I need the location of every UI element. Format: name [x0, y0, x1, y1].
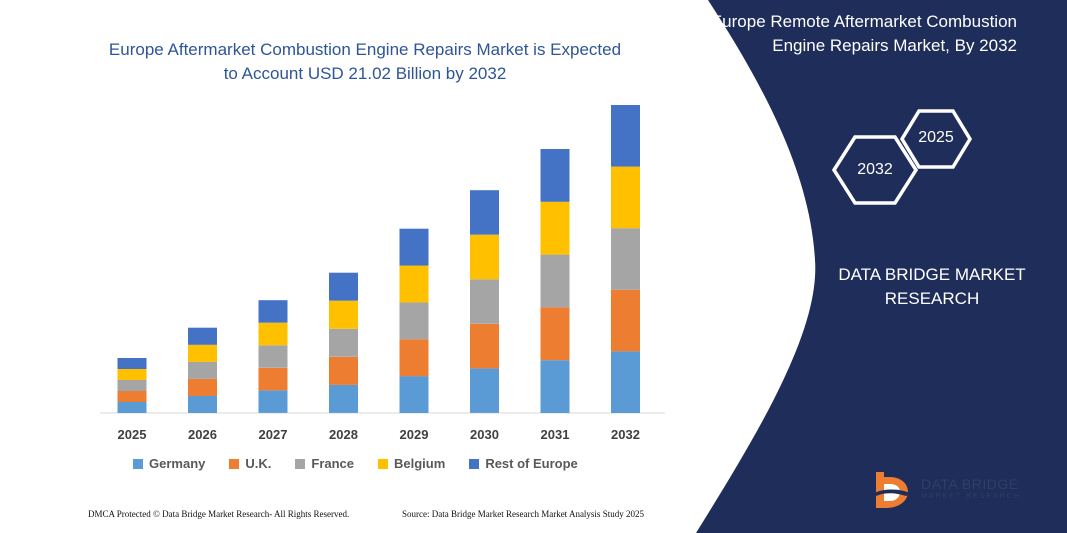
- bar-segment-2032-u-k-: [611, 289, 640, 352]
- legend-swatch: [295, 458, 306, 469]
- x-tick-label: 2026: [188, 427, 217, 442]
- bar-segment-2026-belgium: [188, 344, 217, 362]
- bar-segment-2025-u-k-: [117, 391, 147, 402]
- side-panel-shape: [696, 0, 1067, 533]
- bar-segment-2031-france: [540, 254, 570, 308]
- legend-swatch: [378, 458, 389, 469]
- hexagon-2032-icon: [831, 135, 919, 205]
- footer-source: Source: Data Bridge Market Research Mark…: [402, 509, 644, 519]
- legend-label: Rest of Europe: [485, 456, 578, 471]
- chart-title: Europe Aftermarket Combustion Engine Rep…: [108, 40, 622, 83]
- legend-label: France: [311, 456, 355, 471]
- bar-segment-2031-belgium: [540, 201, 570, 255]
- legend-item: Belgium: [378, 456, 445, 471]
- legend-item: U.K.: [229, 456, 271, 471]
- x-tick-label: 2029: [400, 427, 429, 442]
- brand-name: DATA BRIDGE MARKET RESEARCH: [838, 265, 1026, 308]
- bar-segment-2026-france: [188, 361, 217, 379]
- side-panel-title: Europe Remote Aftermarket Combustion Eng…: [710, 12, 1017, 55]
- bar-segment-2025-france: [117, 380, 147, 391]
- bar-segment-2030-u-k-: [470, 323, 499, 369]
- footer-copyright: DMCA Protected © Data Bridge Market Rese…: [88, 509, 350, 519]
- bar-segment-2028-france: [329, 328, 358, 357]
- x-tick-label: 2031: [541, 427, 570, 442]
- logo-sub-text: MARKET RESEARCH: [921, 493, 1021, 500]
- legend-label: Germany: [149, 456, 206, 471]
- bar-segment-2032-france: [611, 228, 640, 290]
- bar-segment-2027-france: [258, 345, 288, 368]
- legend-swatch: [133, 458, 143, 469]
- bar-segment-2027-u-k-: [258, 367, 288, 391]
- bar-segment-2030-france: [470, 279, 499, 324]
- bar-segment-2032-germany: [611, 351, 640, 413]
- bar-segment-2028-belgium: [329, 300, 358, 329]
- x-tick-label: 2027: [259, 427, 288, 442]
- chart-legend: Germany U.K. France Belgium Rest of Europe: [133, 456, 602, 471]
- legend-item: Rest of Europe: [469, 456, 578, 471]
- logo-main-text: DATA BRIDGE: [921, 476, 1019, 492]
- bar-segment-2032-belgium: [611, 166, 640, 229]
- hex-label-2025: 2025: [918, 129, 954, 146]
- bar-segment-2027-germany: [258, 390, 288, 413]
- bar-segment-2031-u-k-: [540, 307, 570, 361]
- bar-segment-2028-germany: [329, 384, 358, 413]
- x-tick-label: 2032: [611, 427, 640, 442]
- bar-segment-2027-belgium: [258, 322, 288, 346]
- legend-item: Germany: [133, 456, 205, 471]
- bar-segment-2025-rest-of-europe: [117, 358, 147, 369]
- x-tick-label: 2025: [118, 427, 147, 442]
- legend-swatch: [469, 458, 480, 469]
- bar-segment-2028-u-k-: [329, 356, 358, 385]
- bar-segment-2030-belgium: [470, 234, 499, 280]
- bar-segment-2029-rest-of-europe: [399, 228, 429, 266]
- legend-item: France: [295, 456, 354, 471]
- bar-segment-2027-rest-of-europe: [258, 300, 288, 323]
- bar-segment-2025-germany: [117, 402, 147, 413]
- data-bridge-logo-icon: [872, 472, 912, 508]
- bars-group: [117, 105, 640, 413]
- hex-label-2032: 2032: [857, 161, 893, 178]
- bar-segment-2026-u-k-: [188, 378, 217, 396]
- bar-segment-2030-germany: [470, 368, 499, 413]
- x-tick-labels: 2025 2026 2027 2028 2029 2030 2031 2032: [118, 427, 640, 442]
- bar-segment-2031-germany: [540, 360, 570, 413]
- legend-swatch: [229, 458, 240, 469]
- bar-segment-2029-france: [399, 302, 429, 340]
- legend-label: Belgium: [394, 456, 446, 471]
- hexagon-2025-icon: [899, 109, 973, 169]
- bar-segment-2031-rest-of-europe: [540, 149, 570, 202]
- x-tick-label: 2028: [329, 427, 358, 442]
- bar-segment-2028-rest-of-europe: [329, 272, 358, 301]
- logo-wordmark: DATA BRIDGE MARKET RESEARCH: [921, 476, 1021, 500]
- bar-segment-2026-germany: [188, 395, 217, 413]
- bar-segment-2029-u-k-: [399, 339, 429, 377]
- bar-segment-2029-germany: [399, 376, 429, 413]
- bar-segment-2026-rest-of-europe: [188, 327, 217, 345]
- bar-segment-2025-belgium: [117, 369, 147, 380]
- bar-segment-2032-rest-of-europe: [611, 105, 640, 167]
- legend-label: U.K.: [245, 456, 272, 471]
- x-tick-label: 2030: [470, 427, 499, 442]
- bar-segment-2029-belgium: [399, 265, 429, 303]
- bar-segment-2030-rest-of-europe: [470, 190, 499, 235]
